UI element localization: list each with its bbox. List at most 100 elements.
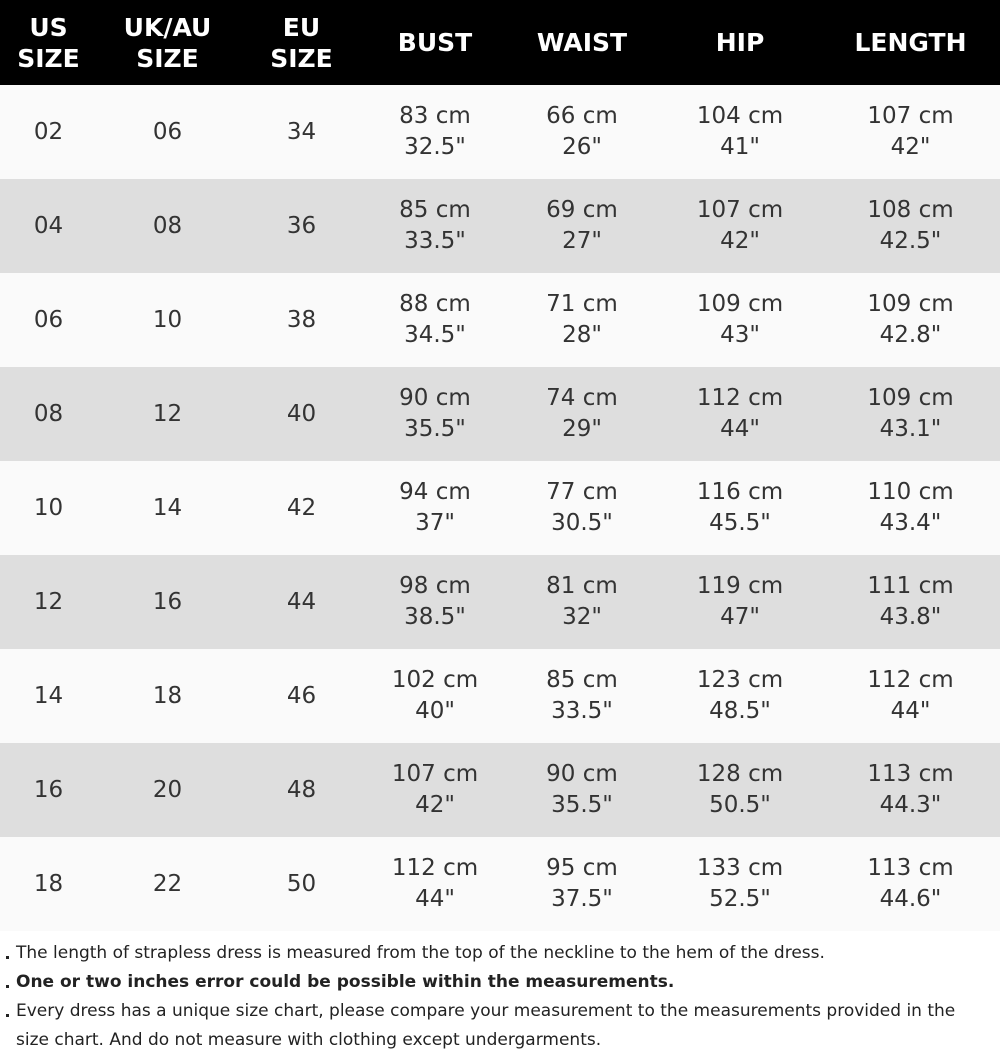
table-row: 16 20 48 107 cm 42" 90 cm 35.5" 128 cm 50.5" 113 …	[0, 743, 1000, 837]
table-cell: 110 cm 43.4"	[821, 461, 1000, 555]
table-cell: 109 cm 42.8"	[821, 273, 1000, 367]
cell-line: 43.1"	[879, 416, 942, 442]
cell-line: 119 cm	[696, 573, 784, 599]
table-cell: 116 cm 45.5"	[659, 461, 821, 555]
cell-line: WAIST	[536, 28, 628, 57]
cell-line: 48	[286, 776, 317, 803]
table-cell: 18	[97, 649, 238, 743]
table-cell: 111 cm 43.8"	[821, 555, 1000, 649]
cell-line: 102 cm	[391, 667, 479, 693]
cell-line: 107 cm	[867, 103, 954, 129]
table-cell: 119 cm 47"	[659, 555, 821, 649]
cell-line: 08	[33, 400, 64, 427]
table-row: 10 14 42 94 cm 37" 77 cm 30.5" 116 cm 45.5" 110 c…	[0, 461, 1000, 555]
cell-line: 85 cm	[399, 197, 471, 223]
cell-line: 08	[152, 212, 183, 239]
cell-line: 38	[286, 306, 317, 333]
table-cell: 40	[238, 367, 365, 461]
table-cell: 50	[238, 837, 365, 931]
cell-line: 22	[152, 870, 183, 897]
cell-line: 81 cm	[546, 573, 618, 599]
cell-line: 30.5"	[551, 510, 613, 536]
table-cell: 46	[238, 649, 365, 743]
table-cell: 85 cm 33.5"	[365, 179, 505, 273]
cell-line: 85 cm	[546, 667, 618, 693]
cell-line: 44.3"	[879, 792, 942, 818]
cell-line: 111 cm	[867, 573, 954, 599]
table-cell: 04	[0, 179, 97, 273]
cell-line: UK/AU	[123, 12, 212, 42]
table-cell: 08	[97, 179, 238, 273]
table-row: 12 16 44 98 cm 38.5" 81 cm 32" 119 cm 47" 111 cm 4…	[0, 555, 1000, 649]
cell-line: 83 cm	[399, 103, 471, 129]
table-cell: 66 cm 26"	[505, 85, 659, 179]
table-cell: 34	[238, 85, 365, 179]
cell-line: EU	[282, 12, 321, 42]
cell-line: 42	[286, 494, 317, 521]
table-cell: 109 cm 43"	[659, 273, 821, 367]
table-cell: 08	[0, 367, 97, 461]
cell-line: HIP	[715, 28, 765, 57]
cell-line: 42.8"	[879, 322, 942, 348]
cell-line: 20	[152, 776, 183, 803]
table-cell: 112 cm 44"	[365, 837, 505, 931]
table-cell: 22	[97, 837, 238, 931]
cell-line: 12	[33, 588, 64, 615]
cell-line: 02	[33, 118, 64, 145]
table-cell: 18	[0, 837, 97, 931]
cell-line: 116 cm	[696, 479, 784, 505]
cell-line: 28"	[562, 322, 602, 348]
cell-line: 27"	[562, 228, 602, 254]
table-row: 18 22 50 112 cm 44" 95 cm 37.5" 133 cm 52.5" 113 …	[0, 837, 1000, 931]
cell-line: 44.6"	[879, 886, 942, 912]
cell-line: 10	[152, 306, 183, 333]
table-cell: 123 cm 48.5"	[659, 649, 821, 743]
cell-line: 34.5"	[404, 322, 466, 348]
cell-line: 41"	[720, 134, 760, 160]
table-cell: 95 cm 37.5"	[505, 837, 659, 931]
table-cell: 85 cm 33.5"	[505, 649, 659, 743]
cell-line: 108 cm	[867, 197, 954, 223]
cell-line: 42"	[890, 134, 931, 160]
note: The length of strapless dress is measure…	[6, 939, 986, 968]
cell-line: SIZE	[270, 43, 333, 73]
table-cell: 06	[97, 85, 238, 179]
note: Every dress has a unique size chart, ple…	[6, 997, 986, 1051]
cell-line: 44"	[720, 416, 760, 442]
cell-line: 123 cm	[696, 667, 784, 693]
table-cell: 44	[238, 555, 365, 649]
table-row: 14 18 46 102 cm 40" 85 cm 33.5" 123 cm 48.5" 112 …	[0, 649, 1000, 743]
cell-line: 44"	[890, 698, 931, 724]
cell-line: 34	[286, 118, 317, 145]
table-cell: 113 cm 44.3"	[821, 743, 1000, 837]
cell-line: 133 cm	[696, 855, 784, 881]
cell-line: 112 cm	[867, 667, 954, 693]
table-cell: 20	[97, 743, 238, 837]
table-cell: 128 cm 50.5"	[659, 743, 821, 837]
cell-line: 04	[33, 212, 64, 239]
cell-line: 69 cm	[546, 197, 618, 223]
table-cell: 74 cm 29"	[505, 367, 659, 461]
header-cell: UK/AU SIZE	[97, 0, 238, 85]
cell-line: 128 cm	[696, 761, 784, 787]
cell-line: 40	[286, 400, 317, 427]
table-cell: 02	[0, 85, 97, 179]
table-cell: 83 cm 32.5"	[365, 85, 505, 179]
table-cell: 90 cm 35.5"	[505, 743, 659, 837]
cell-line: 26"	[562, 134, 602, 160]
table-cell: 133 cm 52.5"	[659, 837, 821, 931]
table-cell: 77 cm 30.5"	[505, 461, 659, 555]
table-row: 04 08 36 85 cm 33.5" 69 cm 27" 107 cm 42" 108 cm 4…	[0, 179, 1000, 273]
cell-line: 109 cm	[867, 291, 954, 317]
cell-line: 32"	[562, 604, 602, 630]
table-cell: 42	[238, 461, 365, 555]
table-cell: 16	[0, 743, 97, 837]
table-cell: 14	[97, 461, 238, 555]
cell-line: 12	[152, 400, 183, 427]
cell-line: 14	[152, 494, 183, 521]
cell-line: 42.5"	[879, 228, 942, 254]
table-cell: 36	[238, 179, 365, 273]
header-cell: LENGTH	[821, 0, 1000, 85]
cell-line: 48.5"	[709, 698, 771, 724]
cell-line: 38.5"	[404, 604, 466, 630]
